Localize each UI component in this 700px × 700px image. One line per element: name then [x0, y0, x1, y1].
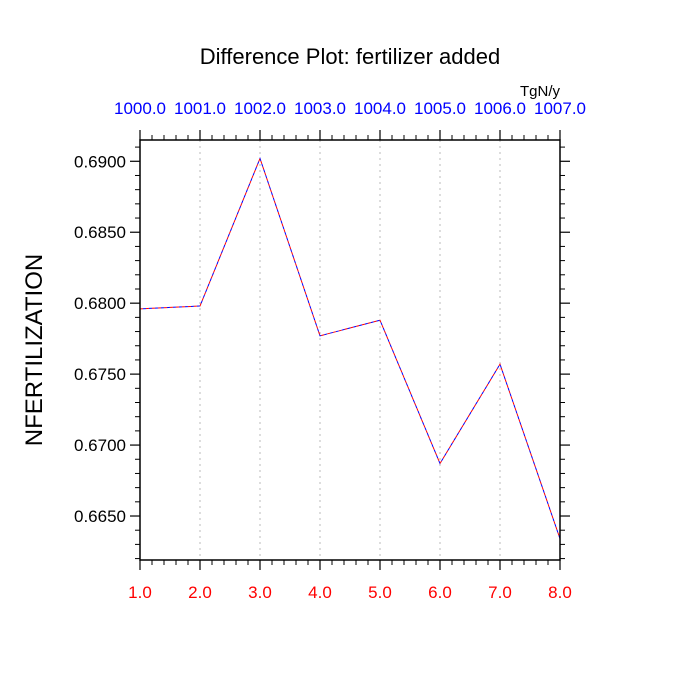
units-label: TgN/y: [520, 83, 561, 100]
axis-ticks: [130, 130, 570, 570]
x-tick-label-top-3: 1002.0: [234, 99, 286, 118]
x-tick-label-bottom-3: 3.0: [248, 583, 272, 602]
x-tick-label-top-8: 1007.0: [534, 99, 586, 118]
x-tick-label-top-7: 1006.0: [474, 99, 526, 118]
x-tick-label-bottom-1: 1.0: [128, 583, 152, 602]
x-tick-label-bottom-4: 4.0: [308, 583, 332, 602]
y-tick-label-2: 0.6700: [74, 436, 126, 455]
grid-lines: [199, 140, 501, 560]
y-tick-label-1: 0.6650: [74, 507, 126, 526]
y-tick-label-3: 0.6750: [74, 365, 126, 384]
x-tick-label-top-2: 1001.0: [174, 99, 226, 118]
x-tick-label-top-6: 1005.0: [414, 99, 466, 118]
x-tick-label-bottom-5: 5.0: [368, 583, 392, 602]
series-line-secondary-1: [139, 157, 561, 539]
series-lines: [139, 157, 561, 539]
x-tick-label-bottom-6: 6.0: [428, 583, 452, 602]
tick-labels: 1.0 1000.0 2.0 1001.0 3.0 1002.0 4.0 1003.0 5.0 1…: [74, 99, 586, 602]
y-tick-label-6: 0.6900: [74, 152, 126, 171]
series-line-1: [139, 157, 561, 539]
y-axis-label: NFERTILIZATION: [21, 254, 48, 446]
x-tick-label-bottom-7: 7.0: [488, 583, 512, 602]
y-tick-label-5: 0.6850: [74, 223, 126, 242]
x-tick-label-top-5: 1004.0: [354, 99, 406, 118]
x-tick-label-top-4: 1003.0: [294, 99, 346, 118]
chart-title: Difference Plot: fertilizer added: [200, 44, 500, 69]
plot-frame: [139, 139, 561, 561]
y-tick-label-4: 0.6800: [74, 294, 126, 313]
x-tick-label-top-1: 1000.0: [114, 99, 166, 118]
x-tick-label-bottom-8: 8.0: [548, 583, 572, 602]
x-tick-label-bottom-2: 2.0: [188, 583, 212, 602]
